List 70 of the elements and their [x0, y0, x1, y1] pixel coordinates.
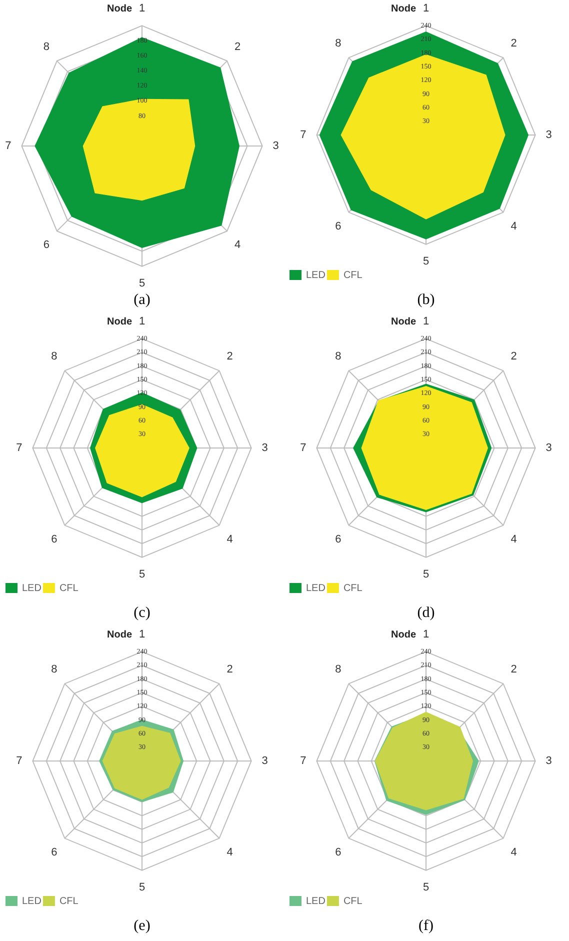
spoke-label: 4: [226, 533, 233, 546]
legend-label: LED: [22, 896, 42, 907]
chart-title: Node: [391, 316, 416, 328]
spoke-label: 8: [51, 350, 58, 363]
spoke-label: 8: [335, 350, 342, 363]
spoke-label: 2: [226, 350, 233, 363]
spoke-label: 5: [422, 881, 430, 894]
text: (f): [418, 918, 434, 935]
text: (a): [134, 292, 150, 309]
spoke-label: 4: [234, 239, 241, 252]
spoke-label: 5: [138, 277, 146, 290]
spoke-label: 2: [510, 664, 517, 676]
spoke-label: 3: [262, 755, 268, 768]
spoke-label: 8: [335, 664, 342, 676]
spoke-label: 1: [138, 2, 146, 15]
spoke-label: 2: [510, 38, 517, 50]
spoke-label: 3: [272, 140, 279, 152]
spoke-label: 8: [43, 40, 50, 53]
spoke-label: 7: [300, 129, 306, 142]
text: (c): [134, 605, 150, 622]
spoke-label: 4: [510, 846, 517, 858]
spoke-label: 1: [138, 628, 146, 641]
chart-title: Node: [107, 316, 132, 328]
spoke-label: 6: [335, 533, 342, 546]
legend-label: CFL: [343, 270, 363, 281]
text: (b): [417, 292, 435, 309]
text: (e): [134, 918, 150, 935]
spoke-label: 8: [335, 38, 342, 50]
chart-title: Node: [107, 629, 132, 640]
spoke-label: 4: [510, 220, 517, 232]
spoke-label: 2: [510, 350, 517, 363]
legend-label: LED: [22, 582, 42, 594]
spoke-label: 3: [262, 442, 268, 454]
chart-title: Node: [107, 3, 132, 14]
spoke-label: 3: [546, 129, 552, 142]
spoke-label: 6: [335, 846, 342, 858]
spoke-label: 6: [43, 239, 50, 252]
legend-label: LED: [306, 896, 326, 907]
spoke-label: 6: [51, 533, 58, 546]
legend-label: CFL: [59, 582, 79, 594]
spoke-label: 3: [546, 755, 552, 768]
spoke-label: 2: [226, 664, 233, 676]
text: (d): [417, 605, 435, 622]
spoke-label: 5: [422, 255, 430, 268]
spoke-label: 5: [422, 568, 430, 580]
spoke-label: 8: [51, 664, 58, 676]
spoke-label: 7: [300, 442, 306, 454]
spoke-label: 5: [138, 881, 146, 894]
chart-title: Node: [391, 629, 416, 640]
spoke-label: 7: [16, 755, 22, 768]
spoke-label: 1: [422, 2, 430, 15]
legend-label: CFL: [59, 896, 79, 907]
spoke-label: 4: [226, 846, 233, 858]
legend-label: CFL: [343, 896, 363, 907]
spoke-label: 2: [234, 40, 241, 53]
legend-label: LED: [306, 270, 326, 281]
spoke-label: 1: [422, 628, 430, 641]
spoke-label: 7: [300, 755, 306, 768]
spoke-label: 4: [510, 533, 517, 546]
spoke-label: 7: [5, 140, 12, 152]
spoke-label: 6: [51, 846, 58, 858]
spoke-label: 3: [546, 442, 552, 454]
spoke-label: 7: [16, 442, 22, 454]
legend-label: LED: [306, 582, 326, 594]
legend-label: CFL: [343, 582, 363, 594]
spoke-label: 1: [422, 316, 430, 328]
spoke-label: 5: [138, 568, 146, 580]
spoke-label: 6: [335, 220, 342, 232]
spoke-label: 1: [138, 316, 146, 328]
chart-title: Node: [391, 3, 416, 14]
